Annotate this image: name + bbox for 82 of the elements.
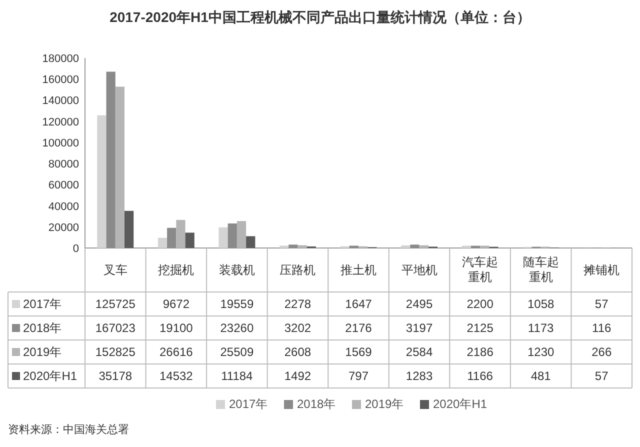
bar: [288, 244, 298, 248]
y-tick-label: 80000: [48, 158, 79, 171]
legend-item: 2019年: [352, 397, 404, 411]
data-label: 19559: [220, 297, 254, 311]
text: 资料来源：中国海关总署: [8, 423, 129, 436]
data-label: 1283: [406, 369, 433, 383]
chart-title: 2017-2020年H1中国工程机械不同产品出口量统计情况（单位：台）: [110, 9, 530, 25]
data-label: 57: [594, 369, 609, 383]
data-label: 1569: [345, 345, 372, 359]
x-tick-label: 推土机: [340, 263, 376, 277]
bar: [106, 72, 116, 248]
x-tick-label: 平地机: [401, 263, 438, 277]
data-label: 11184: [221, 369, 254, 383]
data-label: 2125: [466, 321, 494, 335]
data-label: 152825: [95, 345, 136, 359]
data-label: 797: [348, 369, 369, 383]
data-label: 25509: [220, 345, 254, 359]
y-tick-label: 120000: [42, 116, 79, 128]
bar: [419, 245, 428, 248]
bar: [167, 228, 176, 248]
bar: [298, 245, 307, 248]
x-tick-label: 随车起重机: [522, 255, 559, 284]
x-tick-label: 挖掘机: [158, 263, 194, 277]
data-label: 2186: [466, 345, 494, 359]
data-label: 35178: [98, 369, 132, 383]
data-label: 14532: [159, 369, 194, 383]
x-tick-label: 叉车: [103, 263, 128, 277]
bar: [410, 244, 420, 248]
legend-item: 2017年: [216, 397, 268, 411]
y-tick-label: 0: [72, 243, 79, 255]
legend-label: 2017年: [23, 297, 62, 311]
bar: [115, 86, 125, 248]
data-label: 2495: [406, 297, 433, 311]
data-label: 3202: [284, 321, 312, 335]
y-tick-label: 40000: [48, 200, 79, 213]
data-label: 9672: [162, 297, 190, 311]
data-label: 125725: [95, 297, 136, 311]
bar: [158, 238, 168, 248]
data-label: 2176: [345, 321, 372, 335]
bar: [218, 227, 228, 248]
x-tick-label: 摊铺机: [584, 263, 620, 277]
bar: [176, 220, 186, 248]
y-tick-label: 20000: [48, 222, 79, 234]
data-label: 266: [592, 345, 612, 359]
data-label: 1173: [528, 321, 554, 335]
bar: [236, 221, 246, 248]
data-label: 1058: [527, 297, 555, 311]
data-label: 3197: [406, 321, 433, 335]
data-label: 167023: [95, 321, 136, 335]
bar: [228, 223, 237, 248]
bar: [124, 210, 134, 248]
data-label: 2608: [284, 345, 312, 359]
legend-item: 2020年H1: [420, 397, 488, 411]
data-label: 23260: [220, 321, 254, 335]
data-label: 2584: [406, 345, 433, 359]
data-label: 19100: [159, 321, 194, 335]
data-label: 26616: [159, 345, 194, 359]
y-tick-label: 140000: [42, 95, 79, 108]
legend-label: 2020年H1: [23, 369, 78, 383]
data-label: 1492: [284, 369, 312, 383]
bar: [185, 232, 194, 248]
data-label: 116: [592, 321, 612, 335]
x-tick-label: 汽车起重机: [462, 255, 498, 284]
data-label: 1230: [527, 345, 555, 359]
x-tick-label: 压路机: [280, 263, 316, 277]
x-tick-label: 装载机: [218, 263, 255, 277]
data-label: 2200: [466, 297, 494, 311]
data-label: 57: [594, 297, 609, 311]
data-label: 481: [530, 369, 552, 383]
y-tick-label: 180000: [42, 53, 79, 65]
y-tick-label: 100000: [42, 137, 79, 150]
bar: [246, 236, 256, 248]
legend-item: 2018年: [284, 397, 336, 411]
y-tick-label: 160000: [42, 74, 79, 86]
legend-label: 2019年: [23, 345, 62, 359]
legend-label: 2018年: [23, 321, 62, 335]
data-label: 2278: [284, 297, 312, 311]
data-label: 1647: [345, 297, 372, 311]
y-tick-label: 60000: [48, 180, 79, 192]
data-label: 1166: [467, 369, 494, 383]
bar: [401, 245, 410, 248]
bar: [97, 115, 106, 248]
